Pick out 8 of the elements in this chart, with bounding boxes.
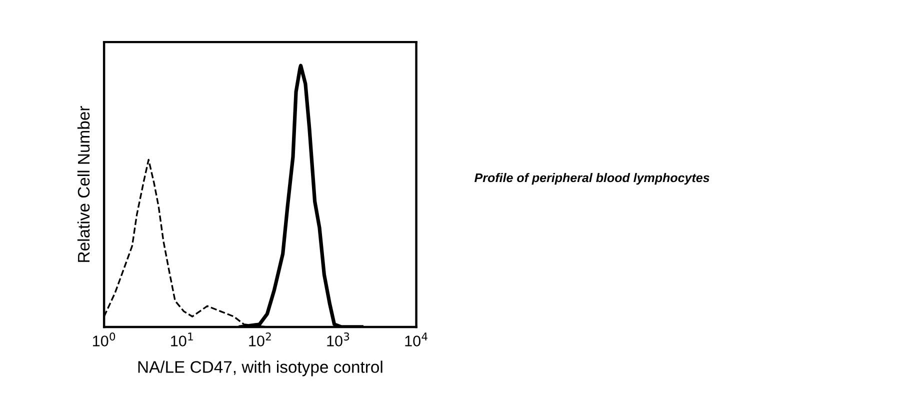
- x-tick-label: 10$^{3}$: [327, 332, 350, 346]
- y-axis-title: Relative Cell Number: [77, 106, 90, 262]
- x-tick-label: 10$^{1}$: [171, 332, 193, 346]
- x-tick-label: 10$^{2}$: [249, 332, 271, 346]
- x-axis-title: NA/LE CD47, with isotype control: [138, 360, 382, 376]
- x-tick-label: 10$^{4}$: [405, 332, 428, 346]
- x-tick-label: 10$^{0}$: [93, 332, 116, 346]
- text: Profile of peripheral blood lymphocytes: [474, 172, 710, 185]
